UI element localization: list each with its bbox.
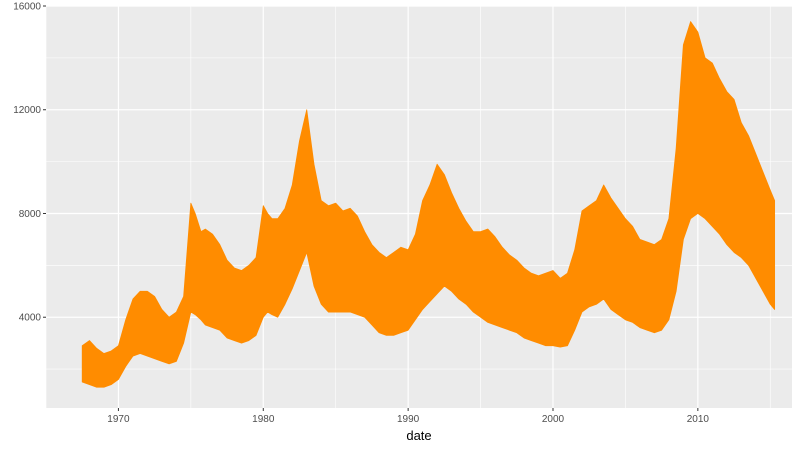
y-tick-label: 16000 — [13, 2, 41, 13]
x-tick-label: 1980 — [252, 414, 275, 425]
area-layer — [81, 21, 776, 388]
x-tick-label: 1970 — [107, 414, 130, 425]
x-tick-label: 1990 — [397, 414, 420, 425]
x-axis-title: date — [406, 428, 431, 443]
area-series-0 — [81, 21, 776, 388]
x-tick-label: 2010 — [687, 414, 710, 425]
y-tick-label: 4000 — [19, 313, 42, 324]
x-tick-label: 2000 — [542, 414, 565, 425]
y-axis-ticks: 4000 8000 12000 16000 — [13, 2, 46, 324]
y-tick-label: 8000 — [19, 209, 42, 220]
y-tick-label: 12000 — [13, 105, 41, 116]
x-axis-ticks: 1970 1980 1990 2000 2010 — [107, 408, 709, 425]
